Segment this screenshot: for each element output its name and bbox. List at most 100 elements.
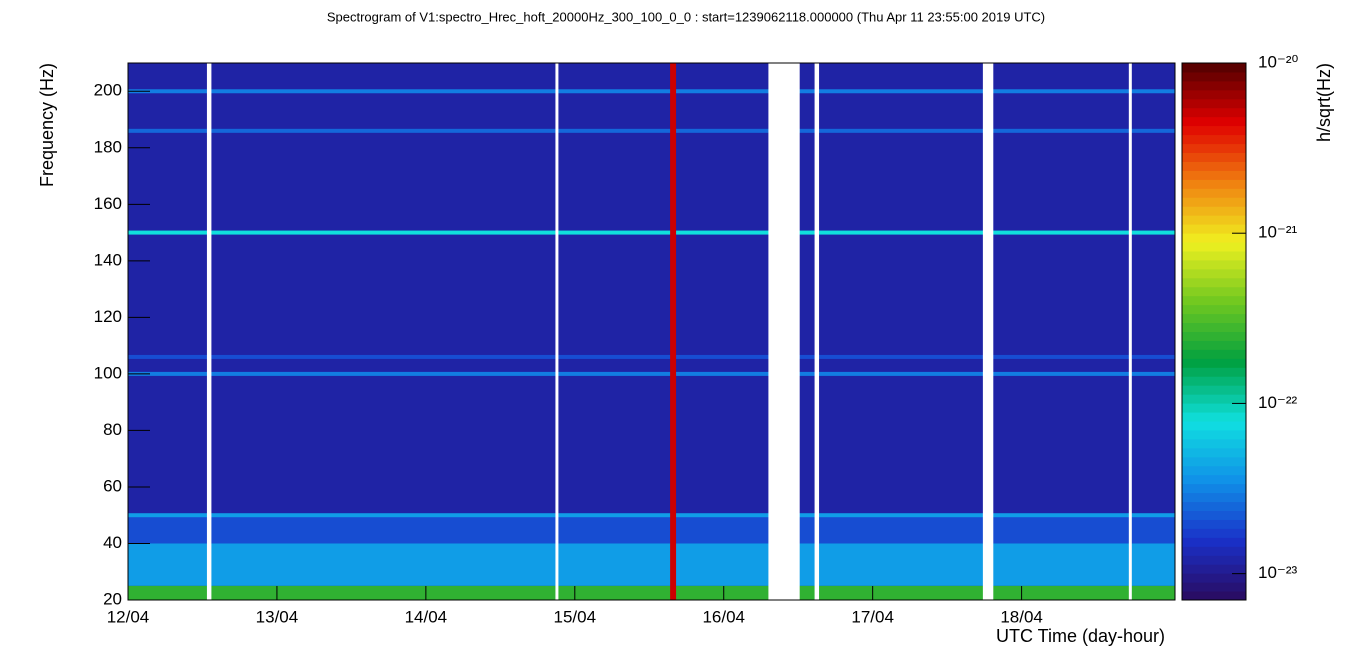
colorbar-tick-label: 10⁻²⁰ bbox=[1258, 52, 1299, 71]
colorbar-swatch bbox=[1182, 528, 1246, 538]
chart-title: Spectrogram of V1:spectro_Hrec_hoft_2000… bbox=[327, 9, 1045, 24]
colorbar-swatch bbox=[1182, 394, 1246, 404]
colorbar-swatch bbox=[1182, 224, 1246, 234]
colorbar-swatch bbox=[1182, 107, 1246, 118]
colorbar-swatch bbox=[1182, 456, 1246, 467]
x-tick-label: 14/04 bbox=[405, 607, 448, 626]
colorbar-swatch bbox=[1182, 143, 1246, 153]
colorbar-swatch bbox=[1182, 412, 1246, 422]
y-tick-label: 100 bbox=[94, 363, 122, 382]
colorbar-swatch bbox=[1182, 277, 1246, 288]
colorbar-swatch bbox=[1182, 483, 1246, 494]
x-axis-label: UTC Time (day-hour) bbox=[996, 626, 1165, 646]
colorbar-swatch bbox=[1182, 89, 1246, 100]
colorbar-swatch bbox=[1182, 474, 1246, 485]
data-gap bbox=[206, 63, 212, 600]
colorbar-swatch bbox=[1182, 564, 1246, 574]
colorbar-tick-label: 10⁻²² bbox=[1258, 393, 1298, 412]
data-gap bbox=[555, 63, 559, 600]
x-tick-label: 16/04 bbox=[702, 607, 745, 626]
colorbar-swatch bbox=[1182, 519, 1246, 529]
colorbar-swatch bbox=[1182, 71, 1246, 82]
y-tick-label: 80 bbox=[103, 420, 122, 439]
spectral-line bbox=[128, 89, 1175, 94]
colorbar-swatch bbox=[1182, 331, 1246, 341]
data-gap bbox=[768, 63, 800, 600]
colorbar-swatch bbox=[1182, 385, 1246, 395]
x-tick-label: 12/04 bbox=[107, 607, 150, 626]
y-tick-label: 180 bbox=[94, 137, 122, 156]
colorbar-swatch bbox=[1182, 286, 1246, 297]
y-tick-label: 140 bbox=[94, 250, 122, 269]
colorbar-swatch bbox=[1182, 134, 1246, 145]
y-tick-label: 40 bbox=[103, 533, 122, 552]
colorbar-swatch bbox=[1182, 349, 1246, 359]
y-tick-label: 120 bbox=[94, 307, 122, 326]
colorbar-swatch bbox=[1182, 170, 1246, 180]
colorbar-swatch bbox=[1182, 582, 1246, 592]
data-gap bbox=[982, 63, 994, 600]
y-tick-label: 60 bbox=[103, 476, 122, 495]
colorbar-swatch bbox=[1182, 358, 1246, 368]
colorbar-swatch bbox=[1182, 421, 1246, 431]
frequency-band bbox=[128, 515, 1175, 544]
colorbar-swatch bbox=[1182, 197, 1246, 207]
colorbar-swatch bbox=[1182, 501, 1246, 511]
spectral-line bbox=[128, 354, 1175, 359]
x-tick-label: 13/04 bbox=[256, 607, 299, 626]
frequency-band bbox=[128, 585, 1175, 600]
colorbar-frame bbox=[1181, 62, 1247, 601]
spectrogram-background bbox=[128, 63, 1175, 600]
colorbar-tick-label: 10⁻²³ bbox=[1258, 563, 1298, 582]
colorbar-swatch bbox=[1182, 233, 1246, 243]
y-tick-label: 160 bbox=[94, 194, 122, 213]
spectral-line bbox=[128, 513, 1175, 518]
colorbar-swatch bbox=[1182, 152, 1246, 162]
colorbar-swatch bbox=[1182, 80, 1246, 91]
x-tick-label: 17/04 bbox=[851, 607, 894, 626]
colorbar-swatch bbox=[1182, 242, 1246, 252]
colorbar-swatch bbox=[1182, 591, 1246, 601]
plot-frame bbox=[127, 62, 1176, 601]
colorbar-swatch bbox=[1182, 98, 1246, 109]
colorbar-swatch bbox=[1182, 510, 1246, 520]
colorbar-tick-label: 10⁻²¹ bbox=[1258, 223, 1298, 242]
colorbar-swatch bbox=[1182, 465, 1246, 476]
data-gap bbox=[814, 63, 820, 600]
colorbar-swatch bbox=[1182, 376, 1246, 386]
colorbar-swatch bbox=[1182, 304, 1246, 315]
colorbar-swatch bbox=[1182, 63, 1246, 73]
colorbar-swatch bbox=[1182, 206, 1246, 216]
colorbar-swatch bbox=[1182, 537, 1246, 547]
colorbar-label: h/sqrt(Hz) bbox=[1314, 63, 1334, 142]
colorbar-swatch bbox=[1182, 268, 1246, 279]
colorbar-swatch bbox=[1182, 573, 1246, 583]
colorbar-swatch bbox=[1182, 215, 1246, 225]
colorbar-swatch bbox=[1182, 125, 1246, 136]
colorbar-swatch bbox=[1182, 250, 1246, 261]
spectral-line bbox=[128, 371, 1175, 376]
colorbar-swatch bbox=[1182, 403, 1246, 413]
colorbar-swatch bbox=[1182, 322, 1246, 332]
colorbar-swatch bbox=[1182, 313, 1246, 324]
colorbar-swatch bbox=[1182, 188, 1246, 198]
y-tick-label: 20 bbox=[103, 589, 122, 608]
colorbar-swatch bbox=[1182, 295, 1246, 306]
glitch bbox=[670, 63, 677, 600]
colorbar-swatch bbox=[1182, 492, 1246, 503]
colorbar-swatch bbox=[1182, 179, 1246, 189]
frequency-band bbox=[128, 543, 1175, 586]
colorbar-swatch bbox=[1182, 367, 1246, 377]
colorbar-swatch bbox=[1182, 555, 1246, 565]
y-axis-label: Frequency (Hz) bbox=[37, 63, 57, 187]
colorbar-swatch bbox=[1182, 447, 1246, 458]
x-tick-label: 15/04 bbox=[554, 607, 597, 626]
colorbar-swatch bbox=[1182, 546, 1246, 556]
colorbar-swatch bbox=[1182, 259, 1246, 270]
x-tick-label: 18/04 bbox=[1000, 607, 1043, 626]
colorbar-swatch bbox=[1182, 340, 1246, 350]
y-tick-label: 200 bbox=[94, 81, 122, 100]
colorbar-swatch bbox=[1182, 438, 1246, 449]
colorbar-swatch bbox=[1182, 429, 1246, 440]
